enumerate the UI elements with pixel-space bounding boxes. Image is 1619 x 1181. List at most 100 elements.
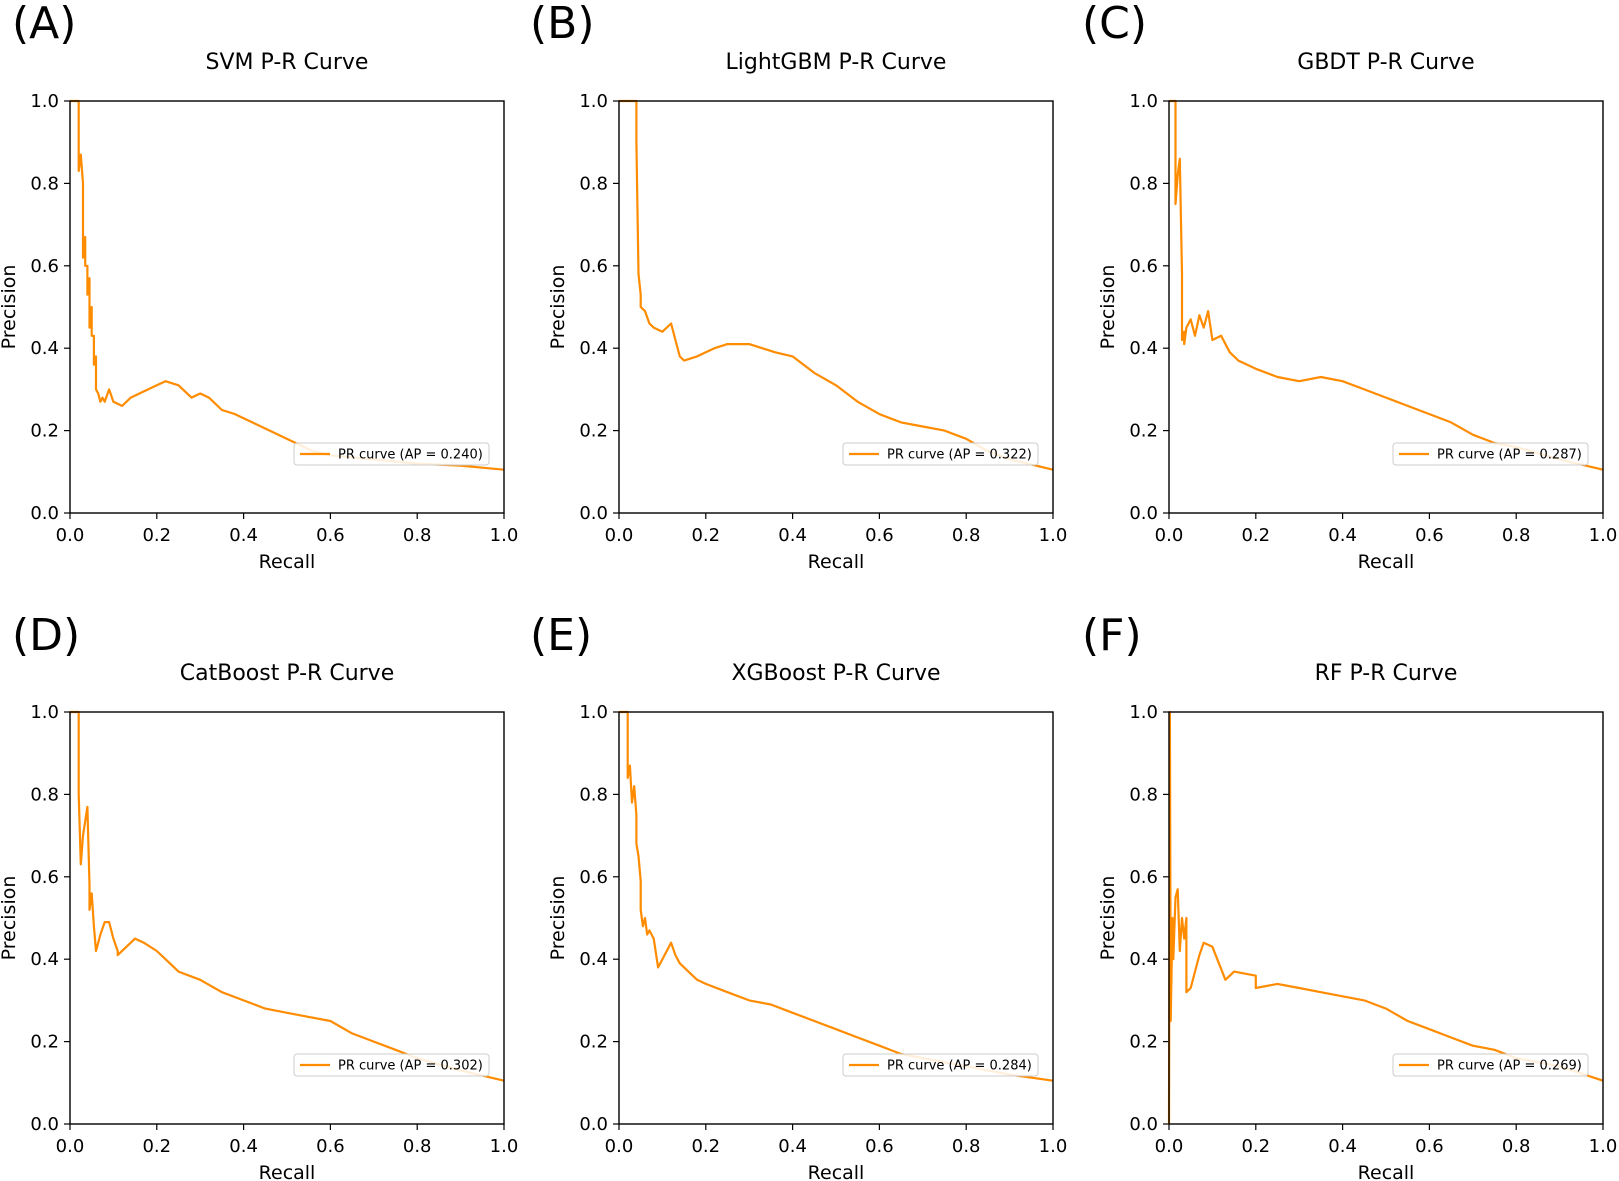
y-tick-label: 0.4 (1129, 338, 1158, 359)
y-axis-label: Precision (0, 876, 20, 961)
chart-panel-6: (F) RF P-R Curve 0.0 0.2 0.4 0.6 0.8 1.0 0.0 0.2 0… (1082, 610, 1617, 1181)
legend-box (842, 1053, 1039, 1077)
panel-label: (D) (12, 610, 80, 661)
chart-title: LightGBM P-R Curve (726, 50, 947, 75)
y-tick-label: 1.0 (30, 702, 59, 723)
x-tick-label: 0.4 (229, 1136, 258, 1157)
y-tick-label: 1.0 (1129, 91, 1158, 112)
panel-label: (E) (530, 610, 592, 661)
legend-label: PR curve (AP = 0.240) (338, 448, 483, 463)
pr-curve-line (619, 99, 1054, 471)
y-tick-label: 0.8 (1129, 173, 1158, 194)
x-tick-label: 0.2 (691, 525, 720, 546)
x-tick-label: 0.2 (691, 1136, 720, 1157)
chart-title: CatBoost P-R Curve (180, 661, 394, 686)
x-tick-label: 1.0 (490, 525, 519, 546)
panel-label: (C) (1082, 0, 1147, 49)
y-axis-label: Precision (547, 265, 569, 350)
y-axis-label: Precision (0, 265, 20, 350)
pr-curve-line (1169, 99, 1604, 471)
y-tick-label: 0.4 (579, 338, 608, 359)
axes-frame (1168, 100, 1604, 514)
y-tick-label: 0.6 (1129, 256, 1158, 277)
y-tick-label: 0.2 (30, 1032, 59, 1053)
y-tick-label: 0.0 (1129, 503, 1158, 524)
x-tick-label: 0.8 (1502, 1136, 1531, 1157)
x-tick-label: 0.4 (778, 525, 807, 546)
y-tick-label: 0.0 (579, 503, 608, 524)
y-tick-label: 1.0 (579, 702, 608, 723)
x-tick-label: 0.4 (1328, 525, 1357, 546)
x-tick-label: 0.0 (56, 525, 85, 546)
legend-label: PR curve (AP = 0.302) (338, 1059, 483, 1074)
y-tick-label: 0.2 (579, 1032, 608, 1053)
pr-curve-line (1167, 710, 1604, 1125)
y-tick-label: 0.8 (1129, 784, 1158, 805)
x-tick-label: 0.8 (952, 525, 981, 546)
y-tick-label: 0.8 (579, 784, 608, 805)
axes-frame (69, 100, 505, 514)
y-tick-label: 1.0 (30, 91, 59, 112)
chart-title: SVM P-R Curve (206, 50, 369, 75)
y-axis-label: Precision (1097, 876, 1119, 961)
x-tick-label: 0.4 (1328, 1136, 1357, 1157)
x-tick-label: 0.2 (1241, 525, 1270, 546)
x-axis-label: Recall (259, 551, 316, 573)
panel-label: (B) (530, 0, 595, 49)
y-tick-label: 0.6 (1129, 867, 1158, 888)
x-tick-label: 0.0 (56, 1136, 85, 1157)
x-tick-label: 0.0 (605, 1136, 634, 1157)
y-tick-label: 1.0 (1129, 702, 1158, 723)
x-tick-label: 0.4 (778, 1136, 807, 1157)
legend-box (1392, 1053, 1589, 1077)
chart-panel-3: (C) GBDT P-R Curve 0.0 0.2 0.4 0.6 0.8 1.0 0.0 0.… (1082, 0, 1617, 573)
x-tick-label: 1.0 (1589, 525, 1618, 546)
y-tick-label: 0.4 (579, 949, 608, 970)
y-tick-label: 0.0 (30, 503, 59, 524)
legend-label: PR curve (AP = 0.322) (887, 448, 1032, 463)
y-tick-label: 0.8 (30, 784, 59, 805)
pr-curve-line (619, 710, 1054, 1082)
x-axis-label: Recall (808, 551, 865, 573)
x-tick-label: 0.6 (1415, 525, 1444, 546)
y-tick-label: 0.6 (30, 867, 59, 888)
y-tick-label: 1.0 (579, 91, 608, 112)
y-tick-label: 0.2 (579, 421, 608, 442)
x-tick-label: 0.8 (403, 1136, 432, 1157)
x-tick-label: 1.0 (1039, 1136, 1068, 1157)
legend-box (293, 1053, 490, 1077)
x-tick-label: 0.0 (1155, 525, 1184, 546)
chart-title: RF P-R Curve (1315, 661, 1458, 686)
y-tick-label: 0.8 (30, 173, 59, 194)
x-tick-label: 0.6 (316, 525, 345, 546)
pr-curve-line (70, 710, 505, 1082)
x-tick-label: 1.0 (1039, 525, 1068, 546)
y-tick-label: 0.4 (30, 338, 59, 359)
x-tick-label: 0.8 (1502, 525, 1531, 546)
chart-title: XGBoost P-R Curve (731, 661, 940, 686)
y-tick-label: 0.8 (579, 173, 608, 194)
axes-frame (69, 711, 505, 1125)
pr-curve-line (70, 99, 505, 471)
x-axis-label: Recall (259, 1162, 316, 1181)
y-tick-label: 0.4 (30, 949, 59, 970)
x-axis-label: Recall (1358, 551, 1415, 573)
x-tick-label: 0.6 (316, 1136, 345, 1157)
legend-box (293, 442, 490, 466)
x-tick-label: 0.2 (1241, 1136, 1270, 1157)
y-tick-label: 0.0 (30, 1114, 59, 1135)
y-tick-label: 0.6 (579, 867, 608, 888)
legend-box (842, 442, 1039, 466)
chart-title: GBDT P-R Curve (1297, 50, 1474, 75)
y-tick-label: 0.0 (1129, 1114, 1158, 1135)
axes-frame (618, 711, 1054, 1125)
y-tick-label: 0.2 (1129, 421, 1158, 442)
panel-label: (A) (12, 0, 76, 49)
panel-label: (F) (1082, 610, 1142, 661)
x-tick-label: 0.6 (865, 525, 894, 546)
y-tick-label: 0.0 (579, 1114, 608, 1135)
legend-label: PR curve (AP = 0.284) (887, 1059, 1032, 1074)
x-axis-label: Recall (808, 1162, 865, 1181)
x-tick-label: 0.8 (403, 525, 432, 546)
